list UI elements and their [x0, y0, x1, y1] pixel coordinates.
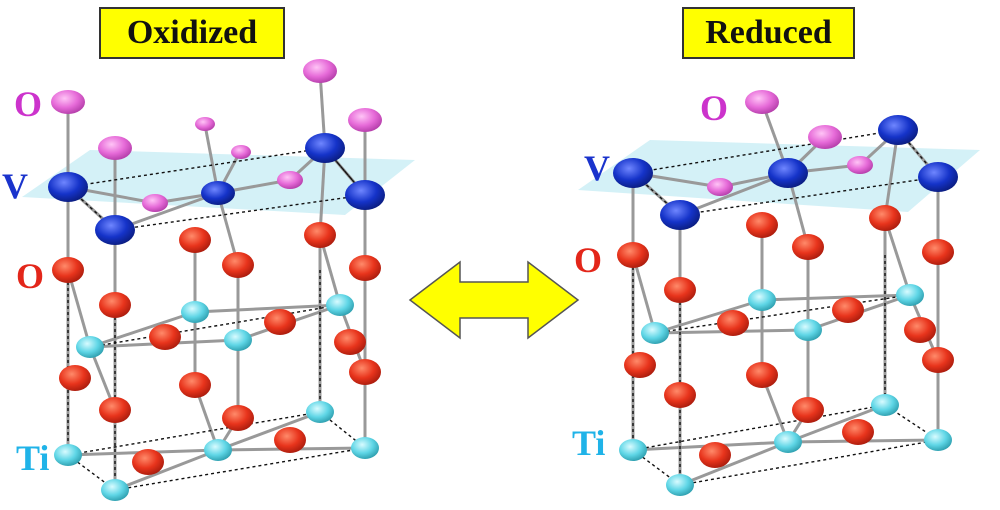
label-vanadium-left: V [2, 166, 28, 206]
reduced-structure [578, 90, 980, 496]
titanium-atoms [54, 294, 379, 501]
oxidized-structure [22, 59, 415, 501]
lattice-oxygen-atoms [52, 222, 381, 475]
titanium-atoms [619, 284, 952, 496]
label-oxygen-lattice-left: O [16, 256, 45, 296]
redox-double-arrow [408, 260, 580, 340]
label-oxygen-surface-left: O [14, 84, 43, 124]
vanadium-atoms [48, 133, 385, 245]
reduced-title: Reduced [682, 7, 855, 59]
label-oxygen-lattice-right: O [574, 240, 603, 280]
lattice-oxygen-atoms [617, 205, 954, 468]
label-vanadium-right: V [584, 148, 610, 188]
oxidized-title: Oxidized [99, 7, 285, 59]
label-oxygen-surface-right: O [700, 88, 729, 128]
surface-oxygen-atoms [51, 59, 382, 212]
vanadium-atoms [613, 115, 958, 230]
surface-oxygen-atoms [707, 90, 873, 196]
label-titanium-right: Ti [572, 423, 606, 463]
label-titanium-left: Ti [16, 438, 50, 478]
